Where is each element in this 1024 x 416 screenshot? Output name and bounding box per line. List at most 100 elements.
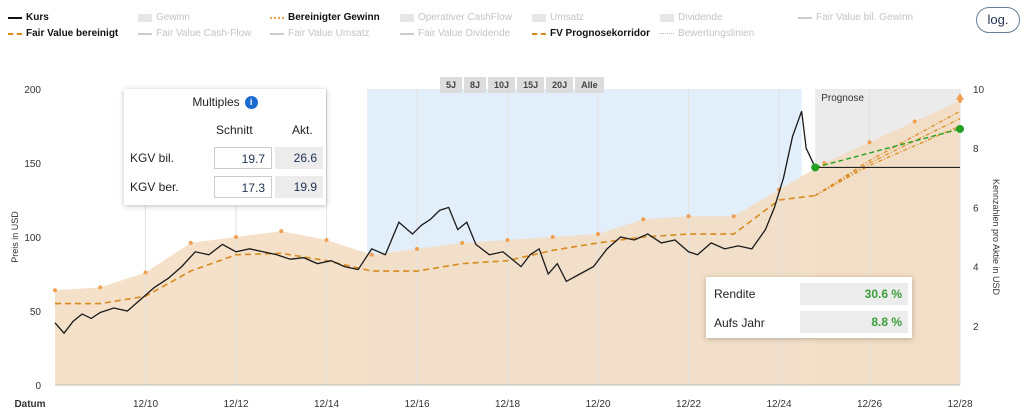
earnings-point	[867, 140, 872, 145]
earnings-point	[550, 235, 555, 239]
legend-label: Fair Value bil. Gewinn	[816, 12, 914, 23]
multiples-avg-value: 19.7	[214, 147, 272, 169]
forecast-marker-icon	[956, 92, 964, 100]
multiples-row-label: KGV bil.	[130, 151, 175, 165]
legend-item-fair-value-bereinigt[interactable]: Fair Value bereinigt	[8, 28, 118, 39]
legend-swatch-icon	[798, 14, 812, 22]
multiples-col-cur: Akt.	[292, 123, 313, 137]
legend-label: Bewertungslinien	[678, 28, 755, 39]
earnings-point	[596, 232, 600, 237]
legend-swatch-icon	[8, 14, 22, 22]
legend-swatch-icon	[532, 30, 546, 38]
legend-label: Umsatz	[550, 12, 584, 23]
x-axis-title: Datum	[14, 399, 45, 410]
legend-swatch-icon	[138, 30, 152, 38]
y-axis-title: Preis in USD	[10, 211, 20, 263]
x-tick-label: 12/18	[495, 399, 520, 410]
earnings-point	[188, 240, 193, 245]
legend-item-dividende[interactable]: Dividende	[660, 12, 722, 23]
time-range-buttons: 5J 8J 10J 15J 20J Alle	[440, 77, 604, 93]
legend-swatch-icon	[532, 13, 546, 22]
legend-swatch-icon	[400, 30, 414, 38]
legend-item-umsatz[interactable]: Umsatz	[532, 12, 584, 23]
current-price-point	[811, 163, 820, 172]
range-button-alle[interactable]: Alle	[575, 77, 604, 93]
multiples-title: Multiples	[192, 95, 240, 109]
legend-item-gewinn[interactable]: Gewinn	[138, 12, 190, 23]
target-price-point	[956, 124, 964, 133]
earnings-point	[641, 217, 646, 222]
multiples-cur-value: 19.9	[275, 176, 323, 198]
x-tick-label: 12/20	[585, 399, 610, 410]
price-line	[54, 110, 816, 335]
legend-item-fv-prognosekorridor[interactable]: FV Prognosekorridor	[532, 28, 650, 39]
fair-value-line	[55, 194, 816, 305]
x-tick-label: 12/28	[947, 399, 972, 410]
log-scale-button[interactable]: log.	[976, 7, 1020, 33]
earnings-point	[143, 270, 148, 275]
y2-tick-label: 4	[973, 263, 979, 274]
legend-label: Gewinn	[156, 12, 190, 23]
y2-tick-label: 8	[973, 144, 979, 155]
multiples-col-avg: Schnitt	[216, 123, 253, 137]
earnings-point	[234, 235, 238, 239]
legend-swatch-icon	[400, 13, 414, 22]
y-tick-label: 100	[24, 233, 41, 244]
legend-swatch-icon	[660, 30, 674, 38]
legend-item-fair-value-bil-gewinn[interactable]: Fair Value bil. Gewinn	[798, 12, 913, 23]
legend-item-kurs[interactable]: Kurs	[8, 12, 49, 23]
legend-swatch-icon	[138, 13, 152, 22]
earnings-point	[53, 288, 57, 293]
legend-swatch-icon	[270, 30, 284, 38]
legend-swatch-icon	[270, 14, 284, 22]
legend-label: Fair Value Umsatz	[288, 28, 370, 39]
legend-item-fair-value-dividende[interactable]: Fair Value Dividende	[400, 28, 510, 39]
legend-item-bewertungslinien[interactable]: Bewertungslinien	[660, 28, 754, 39]
range-button-20j[interactable]: 20J	[546, 77, 574, 93]
earnings-point	[731, 214, 736, 219]
x-tick-label: 12/26	[857, 399, 882, 410]
y2-tick-label: 6	[973, 203, 979, 214]
forecast-corridor-line	[814, 110, 961, 197]
returns-value: 8.8 %	[800, 311, 908, 333]
returns-row-label: Rendite	[714, 287, 756, 301]
legend-item-operativer-cashflow[interactable]: Operativer CashFlow	[400, 12, 512, 23]
range-button-8j[interactable]: 8J	[464, 77, 487, 93]
range-button-5j[interactable]: 5J	[440, 77, 463, 93]
earnings-point	[460, 240, 465, 245]
y2-axis-title: Kennzahlen pro Aktie in USD	[991, 179, 1001, 296]
legend-label: Fair Value Cash-Flow	[156, 28, 252, 39]
earnings-point	[822, 161, 827, 165]
y-tick-label: 200	[24, 85, 41, 96]
earnings-point	[505, 237, 510, 242]
y2-tick-label: 10	[973, 85, 985, 96]
earnings-point	[415, 246, 419, 251]
multiples-cur-value: 26.6	[275, 147, 323, 169]
range-button-10j[interactable]: 10J	[488, 77, 516, 93]
x-tick-label: 12/12	[223, 399, 248, 410]
multiples-row-label: KGV ber.	[130, 180, 179, 194]
legend-label: Kurs	[26, 12, 49, 23]
legend-swatch-icon	[660, 13, 674, 22]
legend-label: Fair Value Dividende	[418, 28, 511, 39]
earnings-point	[369, 252, 374, 257]
y2-tick-label: 2	[973, 322, 979, 333]
forecast-corridor-line	[814, 125, 961, 197]
legend-item-fair-value-umsatz[interactable]: Fair Value Umsatz	[270, 28, 370, 39]
multiples-avg-value: 17.3	[214, 176, 272, 198]
legend-item-bereinigter-gewinn[interactable]: Bereinigter Gewinn	[270, 12, 380, 23]
y-tick-label: 50	[30, 307, 42, 318]
info-icon[interactable]: i	[244, 96, 258, 109]
x-tick-label: 12/24	[766, 399, 791, 410]
y-tick-label: 150	[24, 159, 41, 170]
multiples-panel: Multiples i Schnitt Akt. KGV bil. 19.7 26…	[124, 89, 326, 205]
legend-label: Fair Value bereinigt	[26, 28, 119, 39]
y-tick-label: 0	[35, 381, 41, 392]
legend-item-fair-value-cash-flow[interactable]: Fair Value Cash-Flow	[138, 28, 251, 39]
returns-value: 30.6 %	[800, 283, 908, 305]
x-tick-label: 12/22	[676, 399, 701, 410]
range-button-15j[interactable]: 15J	[517, 77, 545, 93]
x-tick-label: 12/16	[404, 399, 429, 410]
legend-label: Dividende	[678, 12, 723, 23]
legend-label: FV Prognosekorridor	[550, 28, 651, 39]
